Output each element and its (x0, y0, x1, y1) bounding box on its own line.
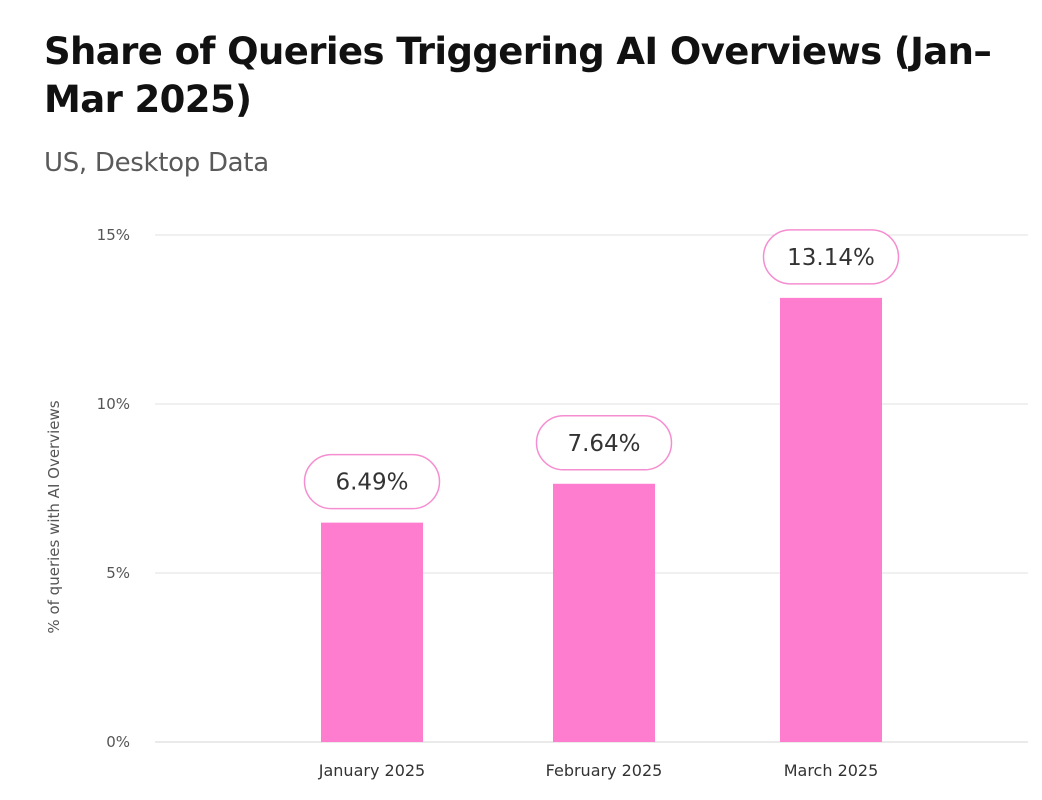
x-category-label: February 2025 (546, 761, 663, 780)
y-tick-label: 10% (97, 395, 130, 413)
chart-subtitle: US, Desktop Data (44, 148, 269, 178)
y-axis-label: % of queries with AI Overviews (45, 400, 63, 633)
y-tick-label: 0% (106, 733, 130, 751)
x-category-label: January 2025 (318, 761, 425, 780)
bar-february-2025 (553, 483, 655, 742)
data-label: 13.14% (787, 245, 875, 271)
bar-january-2025 (321, 522, 423, 742)
data-label-pill (535, 415, 673, 471)
data-label-pill (762, 229, 900, 285)
data-label: 7.64% (567, 431, 640, 457)
data-label-pill (303, 453, 441, 510)
x-category-label: March 2025 (784, 761, 879, 780)
chart-title: Share of Queries Triggering AI Overviews… (44, 30, 992, 121)
bar-march-2025 (780, 297, 882, 742)
y-tick-label: 5% (106, 564, 130, 582)
data-label: 6.49% (335, 470, 408, 496)
y-tick-label: 15% (97, 226, 130, 244)
